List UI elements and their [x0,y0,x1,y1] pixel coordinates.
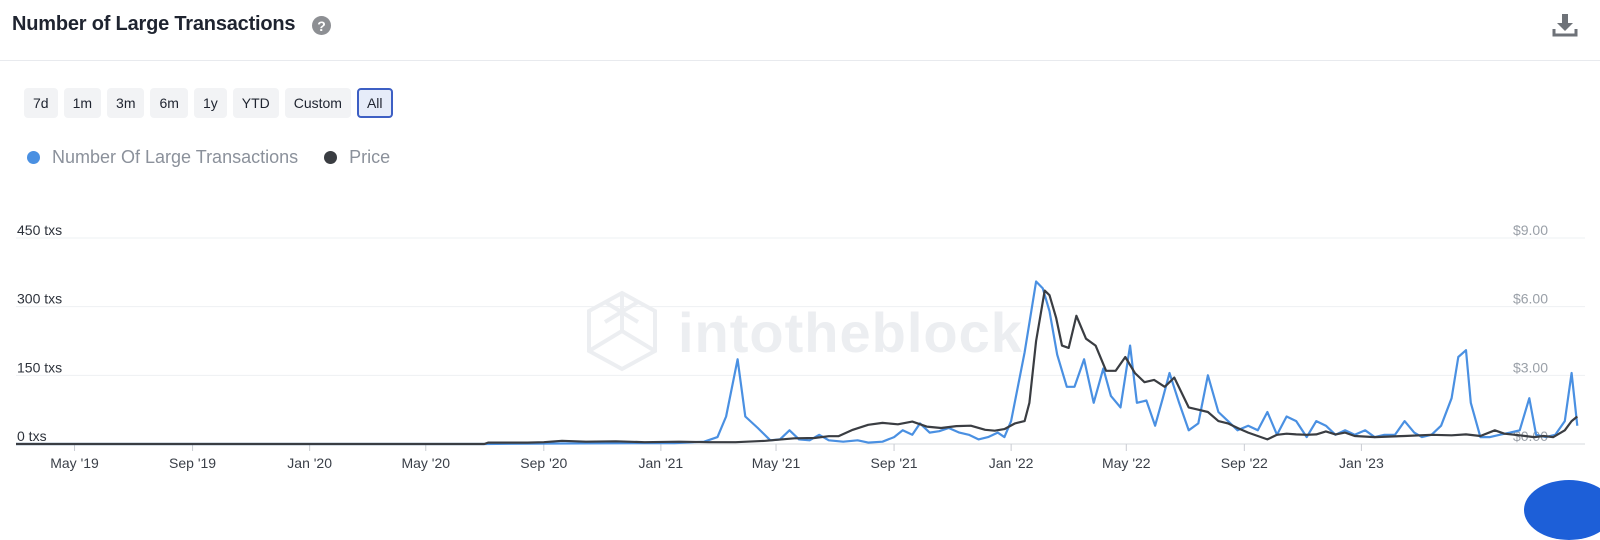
range-button-7d[interactable]: 7d [24,88,58,118]
download-icon[interactable] [1552,13,1578,37]
legend-label-price: Price [349,147,391,167]
y-left-tick-label: 300 txs [17,291,62,307]
x-tick-label: Sep '21 [871,455,918,471]
watermark-logo: intotheblock [587,290,1023,372]
time-range-selector: 7d 1m 3m 6m 1y YTD Custom All [24,88,393,118]
transactions-series-line [16,280,1579,446]
x-tick-label: May '22 [1102,455,1151,471]
y-right-tick-label: $3.00 [1513,359,1548,375]
chart-title: Number of Large Transactions [12,13,296,35]
x-tick-label: Sep '20 [520,455,567,471]
range-button-1y[interactable]: 1y [193,88,227,118]
transactions-legend-dot [27,151,40,164]
range-button-3m[interactable]: 3m [107,88,145,118]
x-tick-label: Jan '22 [989,455,1034,471]
y-right-tick-label: $9.00 [1513,222,1548,238]
range-button-1m[interactable]: 1m [63,88,102,118]
x-tick-label: May '21 [752,455,801,471]
x-tick-label: Sep '19 [169,455,216,471]
y-left-tick-label: 0 txs [17,428,47,444]
x-tick-label: Jan '21 [639,455,684,471]
x-tick-label: Jan '23 [1339,455,1384,471]
legend-label-transactions: Number Of Large Transactions [52,147,299,167]
range-button-custom[interactable]: Custom [284,88,351,118]
y-left-tick-label: 450 txs [17,222,62,238]
x-tick-label: May '19 [50,455,99,471]
x-tick-label: Jan '20 [287,455,332,471]
x-tick-label: Sep '22 [1221,455,1268,471]
chat-widget-button[interactable] [1524,480,1600,540]
price-series-line [16,289,1578,446]
y-left-tick-label: 150 txs [17,359,62,375]
help-icon[interactable]: ? [312,16,331,35]
chart-legend: Number Of Large Transactions Price [27,147,416,168]
watermark-text: intotheblock [678,301,1023,364]
y-right-tick-label: $6.00 [1513,291,1548,307]
legend-item-transactions[interactable]: Number Of Large Transactions [27,147,298,168]
watermark-cube-icon [587,290,657,372]
range-button-6m[interactable]: 6m [150,88,188,118]
range-button-all[interactable]: All [356,88,393,118]
chart-header: Number of Large Transactions ? [0,0,1600,61]
x-tick-label: May '20 [401,455,450,471]
range-button-ytd[interactable]: YTD [232,88,279,118]
price-legend-dot [324,151,338,164]
legend-item-price[interactable]: Price [324,147,390,168]
